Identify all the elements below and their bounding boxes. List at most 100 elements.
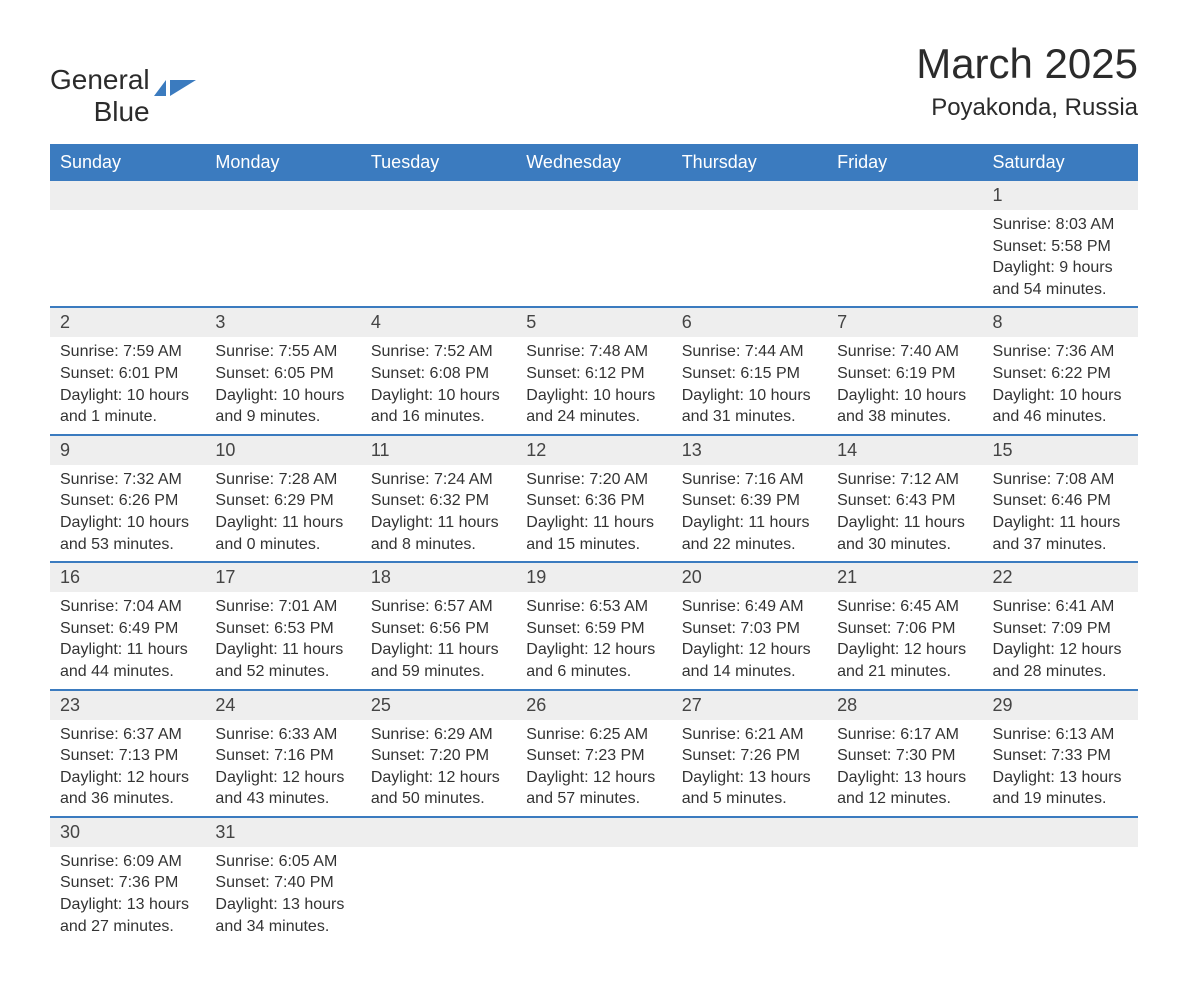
sunrise-line: Sunrise: 7:04 AM bbox=[60, 596, 195, 618]
day-number-cell: 6 bbox=[672, 307, 827, 337]
day-number-cell: 12 bbox=[516, 435, 671, 465]
day-number-cell: 20 bbox=[672, 562, 827, 592]
sunrise-line: Sunrise: 7:52 AM bbox=[371, 341, 506, 363]
day-number-cell: 9 bbox=[50, 435, 205, 465]
sunset-line: Sunset: 6:26 PM bbox=[60, 490, 195, 512]
sunset-line: Sunset: 7:20 PM bbox=[371, 745, 506, 767]
day-detail-cell: Sunrise: 7:32 AMSunset: 6:26 PMDaylight:… bbox=[50, 465, 205, 562]
sunset-line: Sunset: 7:09 PM bbox=[993, 618, 1128, 640]
day-number-cell: 11 bbox=[361, 435, 516, 465]
header-row: SundayMondayTuesdayWednesdayThursdayFrid… bbox=[50, 144, 1138, 181]
daylight-line: Daylight: 12 hours and 28 minutes. bbox=[993, 639, 1128, 682]
sunset-line: Sunset: 7:03 PM bbox=[682, 618, 817, 640]
daynum-row: 1 bbox=[50, 181, 1138, 210]
day-detail-cell bbox=[827, 210, 982, 307]
daylight-line: Daylight: 12 hours and 43 minutes. bbox=[215, 767, 350, 810]
day-number-cell: 8 bbox=[983, 307, 1138, 337]
sunrise-line: Sunrise: 6:29 AM bbox=[371, 724, 506, 746]
sunrise-line: Sunrise: 6:45 AM bbox=[837, 596, 972, 618]
sunrise-line: Sunrise: 7:44 AM bbox=[682, 341, 817, 363]
sunrise-line: Sunrise: 8:03 AM bbox=[993, 214, 1128, 236]
day-detail-cell bbox=[672, 847, 827, 943]
day-detail-cell bbox=[361, 847, 516, 943]
day-number-cell: 2 bbox=[50, 307, 205, 337]
sunrise-line: Sunrise: 6:09 AM bbox=[60, 851, 195, 873]
sunrise-line: Sunrise: 6:33 AM bbox=[215, 724, 350, 746]
day-detail-cell: Sunrise: 6:33 AMSunset: 7:16 PMDaylight:… bbox=[205, 720, 360, 817]
day-number-cell bbox=[516, 817, 671, 847]
sunset-line: Sunset: 6:36 PM bbox=[526, 490, 661, 512]
day-number-cell bbox=[827, 817, 982, 847]
sunrise-line: Sunrise: 6:25 AM bbox=[526, 724, 661, 746]
daylight-line: Daylight: 11 hours and 37 minutes. bbox=[993, 512, 1128, 555]
day-detail-cell: Sunrise: 7:01 AMSunset: 6:53 PMDaylight:… bbox=[205, 592, 360, 689]
sunrise-line: Sunrise: 7:36 AM bbox=[993, 341, 1128, 363]
daylight-line: Daylight: 12 hours and 36 minutes. bbox=[60, 767, 195, 810]
sunrise-line: Sunrise: 6:57 AM bbox=[371, 596, 506, 618]
day-number-cell: 14 bbox=[827, 435, 982, 465]
day-detail-cell: Sunrise: 6:45 AMSunset: 7:06 PMDaylight:… bbox=[827, 592, 982, 689]
daylight-line: Daylight: 11 hours and 22 minutes. bbox=[682, 512, 817, 555]
day-detail-cell: Sunrise: 7:36 AMSunset: 6:22 PMDaylight:… bbox=[983, 337, 1138, 434]
day-number-cell: 30 bbox=[50, 817, 205, 847]
day-detail-cell: Sunrise: 7:20 AMSunset: 6:36 PMDaylight:… bbox=[516, 465, 671, 562]
sunset-line: Sunset: 6:49 PM bbox=[60, 618, 195, 640]
detail-row: Sunrise: 7:04 AMSunset: 6:49 PM Daylight:… bbox=[50, 592, 1138, 689]
sunset-line: Sunset: 7:16 PM bbox=[215, 745, 350, 767]
sunset-line: Sunset: 6:19 PM bbox=[837, 363, 972, 385]
daynum-row: 2345678 bbox=[50, 307, 1138, 337]
sunrise-line: Sunrise: 7:01 AM bbox=[215, 596, 350, 618]
day-detail-cell: Sunrise: 6:57 AMSunset: 6:56 PMDaylight:… bbox=[361, 592, 516, 689]
sunset-line: Sunset: 6:29 PM bbox=[215, 490, 350, 512]
day-detail-cell: Sunrise: 6:29 AMSunset: 7:20 PMDaylight:… bbox=[361, 720, 516, 817]
sunset-line: Sunset: 6:53 PM bbox=[215, 618, 350, 640]
day-detail-cell: Sunrise: 8:03 AMSunset: 5:58 PMDaylight:… bbox=[983, 210, 1138, 307]
column-header: Sunday bbox=[50, 144, 205, 181]
daylight-line: Daylight: 11 hours and 0 minutes. bbox=[215, 512, 350, 555]
day-detail-cell: Sunrise: 6:21 AMSunset: 7:26 PMDaylight:… bbox=[672, 720, 827, 817]
day-detail-cell: Sunrise: 7:40 AMSunset: 6:19 PMDaylight:… bbox=[827, 337, 982, 434]
day-number-cell: 26 bbox=[516, 690, 671, 720]
daylight-line: Daylight: 10 hours and 53 minutes. bbox=[60, 512, 195, 555]
sunset-line: Sunset: 7:33 PM bbox=[993, 745, 1128, 767]
day-detail-cell: Sunrise: 6:49 AMSunset: 7:03 PMDaylight:… bbox=[672, 592, 827, 689]
day-detail-cell: Sunrise: 6:13 AMSunset: 7:33 PMDaylight:… bbox=[983, 720, 1138, 817]
column-header: Tuesday bbox=[361, 144, 516, 181]
sunset-line: Sunset: 6:01 PM bbox=[60, 363, 195, 385]
header: General Blue March 2025 Poyakonda, Russi… bbox=[50, 40, 1138, 128]
day-detail-cell bbox=[205, 210, 360, 307]
daynum-row: 23242526272829 bbox=[50, 690, 1138, 720]
logo: General Blue bbox=[50, 64, 196, 128]
sunrise-line: Sunrise: 6:17 AM bbox=[837, 724, 972, 746]
daylight-line: Daylight: 13 hours and 5 minutes. bbox=[682, 767, 817, 810]
sunrise-line: Sunrise: 7:28 AM bbox=[215, 469, 350, 491]
day-number-cell: 1 bbox=[983, 181, 1138, 210]
daylight-line: Daylight: 10 hours and 16 minutes. bbox=[371, 385, 506, 428]
day-number-cell bbox=[672, 817, 827, 847]
daylight-line: Daylight: 9 hours and 54 minutes. bbox=[993, 257, 1128, 300]
day-number-cell bbox=[50, 181, 205, 210]
detail-row: Sunrise: 8:03 AMSunset: 5:58 PMDaylight:… bbox=[50, 210, 1138, 307]
sunset-line: Sunset: 7:36 PM bbox=[60, 872, 195, 894]
sunrise-line: Sunrise: 6:05 AM bbox=[215, 851, 350, 873]
sunset-line: Sunset: 7:30 PM bbox=[837, 745, 972, 767]
month-title: March 2025 bbox=[916, 40, 1138, 88]
day-detail-cell bbox=[827, 847, 982, 943]
day-detail-cell bbox=[361, 210, 516, 307]
day-detail-cell: Sunrise: 6:37 AMSunset: 7:13 PMDaylight:… bbox=[50, 720, 205, 817]
sunrise-line: Sunrise: 6:13 AM bbox=[993, 724, 1128, 746]
logo-text-blue: Blue bbox=[94, 96, 150, 128]
day-detail-cell: Sunrise: 7:48 AMSunset: 6:12 PMDaylight:… bbox=[516, 337, 671, 434]
day-number-cell: 5 bbox=[516, 307, 671, 337]
day-number-cell: 31 bbox=[205, 817, 360, 847]
daylight-line: Daylight: 11 hours and 15 minutes. bbox=[526, 512, 661, 555]
daylight-line: Daylight: 13 hours and 12 minutes. bbox=[837, 767, 972, 810]
column-header: Saturday bbox=[983, 144, 1138, 181]
day-number-cell: 17 bbox=[205, 562, 360, 592]
sunrise-line: Sunrise: 6:41 AM bbox=[993, 596, 1128, 618]
location: Poyakonda, Russia bbox=[916, 94, 1138, 122]
day-detail-cell: Sunrise: 6:41 AMSunset: 7:09 PMDaylight:… bbox=[983, 592, 1138, 689]
sunrise-line: Sunrise: 6:49 AM bbox=[682, 596, 817, 618]
day-number-cell bbox=[205, 181, 360, 210]
day-number-cell bbox=[827, 181, 982, 210]
